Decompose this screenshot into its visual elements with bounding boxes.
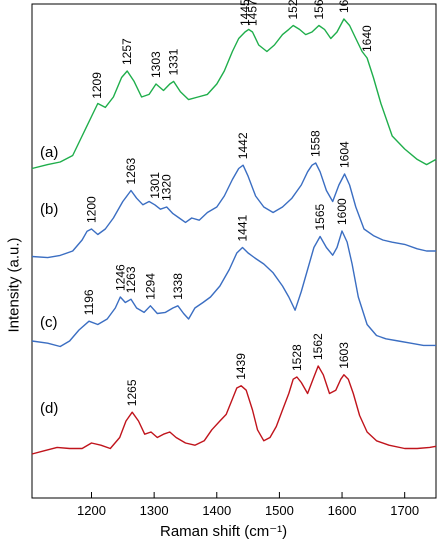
peak-label: 1457 [246,0,260,26]
spectrum-label: (a) [40,144,58,161]
peak-label: 1196 [82,289,96,315]
peak-label: 1301 [148,172,162,199]
peak-label: 1565 [313,203,327,230]
peak-label: 1294 [143,273,157,300]
x-tick-label: 1300 [140,503,169,518]
x-axis-label: Raman shift (cm⁻¹) [160,523,288,540]
peak-label: 1338 [171,273,185,300]
peak-label: 1303 [149,51,163,78]
peak-label: 1442 [236,132,250,159]
peak-label: 1331 [167,48,181,75]
peak-label: 1604 [338,141,352,168]
spectrum-label: (d) [40,400,58,417]
spectrum-label: (b) [40,201,58,218]
peak-label: 1600 [335,198,349,225]
spectrum-line-4 [31,365,437,455]
spectrum-label: (c) [40,314,58,331]
peak-label: 1439 [234,353,248,380]
peak-label: 1522 [286,0,300,20]
peak-label: 1209 [90,72,104,99]
peak-label: 1441 [236,214,250,241]
peak-label: 1265 [125,379,139,406]
peak-label: 1200 [85,196,99,223]
peak-label: 1603 [337,342,351,369]
peak-label: 1263 [124,266,138,293]
peak-label: 1263 [124,157,138,184]
peak-label: 1257 [120,38,134,65]
x-tick-label: 1200 [77,503,106,518]
peak-label: 1603 [337,0,351,13]
x-tick-label: 1700 [390,503,419,518]
peak-label: 1562 [311,333,325,360]
spectrum-line-3 [31,230,436,348]
x-tick-label: 1600 [328,503,357,518]
x-tick-label: 1400 [202,503,231,518]
spectrum-line-1 [31,18,437,170]
spectrum-line-2 [31,162,436,259]
peak-label: 1558 [309,130,323,157]
peak-label: 1640 [360,25,374,52]
peak-label: 1320 [160,174,174,201]
peak-label: 1246 [113,264,127,291]
peak-label: 1445 [238,0,252,26]
x-tick-label: 1500 [265,503,294,518]
peak-label: 1528 [290,344,304,371]
peak-label: 1563 [312,0,326,20]
